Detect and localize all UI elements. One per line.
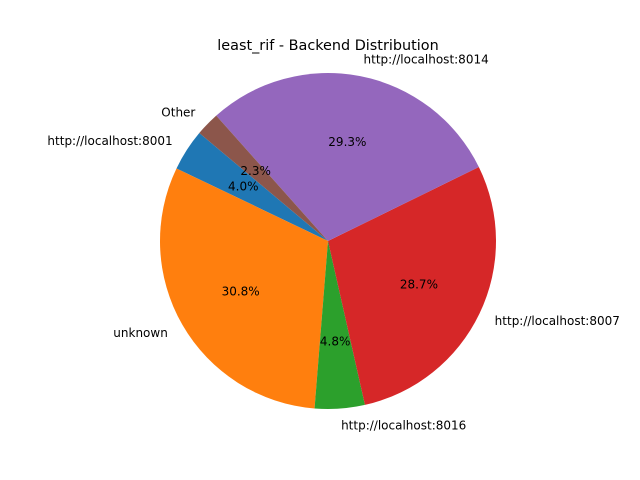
pie-slices	[159, 73, 496, 409]
pie-slice-http-localhost-8016	[314, 241, 365, 409]
slice-percent-http-localhost-8001: 4.0%	[228, 179, 259, 193]
slice-percent-http-localhost-8007: 28.7%	[400, 278, 438, 292]
pie-slice-http-localhost-8001	[176, 133, 328, 241]
slice-label-unknown: unknown	[113, 326, 168, 340]
pie-slice-http-localhost-8007	[328, 167, 496, 405]
slice-label-other: Other	[161, 105, 195, 119]
slice-label-http-localhost-8007: http://localhost:8007	[495, 314, 620, 328]
slice-label-http-localhost-8001: http://localhost:8001	[47, 134, 172, 148]
chart-title: least_rif - Backend Distribution	[217, 38, 438, 54]
slice-percent-unknown: 30.8%	[222, 284, 260, 298]
slice-label-http-localhost-8016: http://localhost:8016	[341, 418, 466, 432]
pie-slice-http-localhost-8014	[216, 73, 479, 241]
slice-percent-other: 2.3%	[240, 164, 271, 178]
slice-label-http-localhost-8014: http://localhost:8014	[364, 53, 489, 67]
slice-percent-http-localhost-8014: 29.3%	[328, 135, 366, 149]
pie-slice-unknown	[159, 168, 328, 409]
pie-labels: http://localhost:8001 4.0% unknown 30.8% htt…	[47, 53, 619, 433]
pie-slice-other	[199, 115, 328, 241]
slice-percent-http-localhost-8016: 4.8%	[320, 335, 351, 349]
